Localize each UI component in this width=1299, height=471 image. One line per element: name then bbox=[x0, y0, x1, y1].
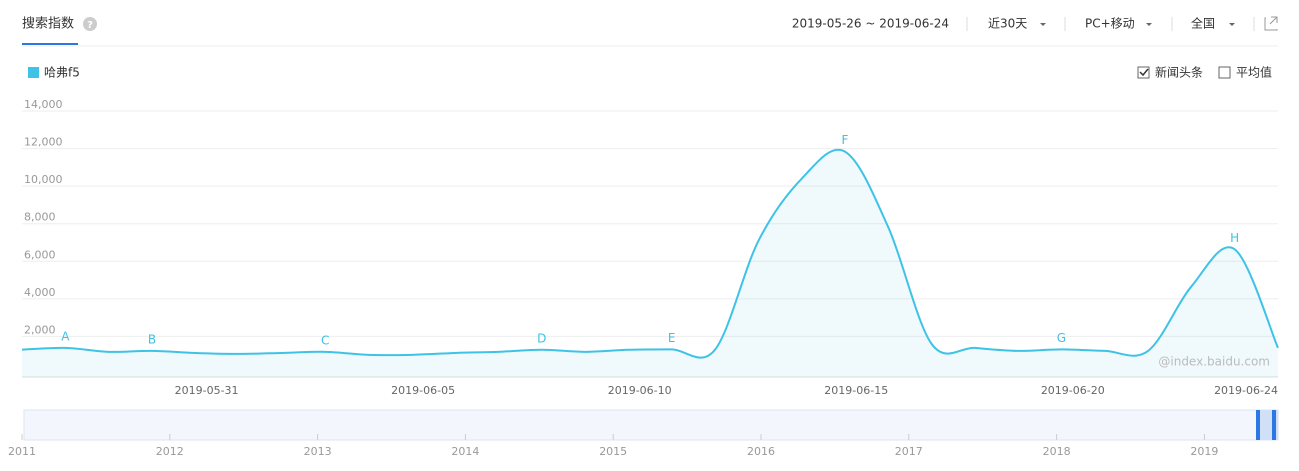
watermark: @index.baidu.com bbox=[1158, 355, 1270, 369]
year-label: 2014 bbox=[451, 445, 479, 458]
year-label: 2018 bbox=[1043, 445, 1071, 458]
region-select[interactable]: 全国 bbox=[1191, 16, 1215, 31]
annotation: A bbox=[61, 329, 70, 343]
y-tick-label: 10,000 bbox=[24, 173, 63, 186]
plot: 2,000 4,000 6,000 8,000 10,000 12,000 14,000 20… bbox=[21, 98, 1279, 397]
legend-swatch bbox=[28, 67, 39, 78]
x-tick-label: 2019-06-10 bbox=[608, 384, 672, 397]
year-label: 2019 bbox=[1190, 445, 1218, 458]
option-label: 平均值 bbox=[1236, 65, 1272, 80]
options: 新闻头条 平均值 bbox=[1137, 65, 1272, 80]
y-tick-label: 2,000 bbox=[24, 323, 56, 336]
year-label: 2013 bbox=[304, 445, 332, 458]
period-select[interactable]: 近30天 bbox=[988, 17, 1027, 31]
legend-label[interactable]: 哈弗f5 bbox=[44, 66, 80, 80]
slider-handle[interactable] bbox=[1256, 410, 1260, 440]
checkbox[interactable] bbox=[1137, 66, 1150, 79]
x-tick-label: 2019-06-20 bbox=[1041, 384, 1105, 397]
date-range[interactable]: 2019-05-26 ~ 2019-06-24 bbox=[792, 17, 949, 31]
tab-underline bbox=[22, 43, 78, 45]
annotation: D bbox=[537, 331, 546, 345]
caret bbox=[1040, 23, 1046, 26]
x-tick-label: 2019-06-24 bbox=[1214, 384, 1278, 397]
y-tick-label: 8,000 bbox=[24, 211, 56, 224]
annotation: H bbox=[1230, 231, 1239, 245]
year-label: 2015 bbox=[599, 445, 627, 458]
caret bbox=[1146, 23, 1152, 26]
year-label: 2011 bbox=[8, 445, 36, 458]
annotation: B bbox=[148, 332, 156, 346]
x-tick-label: 2019-06-05 bbox=[391, 384, 455, 397]
x-tick-label: 2019-05-31 bbox=[175, 384, 239, 397]
y-tick-label: 6,000 bbox=[24, 248, 56, 261]
year-label: 2017 bbox=[895, 445, 923, 458]
annotation: G bbox=[1057, 331, 1066, 345]
y-tick-label: 12,000 bbox=[24, 136, 63, 149]
year-label: 2012 bbox=[156, 445, 184, 458]
area bbox=[22, 149, 1278, 377]
device-select[interactable]: PC+移动 bbox=[1085, 17, 1135, 31]
caret bbox=[1229, 23, 1235, 26]
help-mark: ? bbox=[87, 20, 93, 31]
overview-years: 2011 2012 2013 2014 2015 2016 2017 2018 2019 bbox=[8, 434, 1218, 458]
slider-handle[interactable] bbox=[1272, 410, 1276, 440]
check-mark bbox=[1139, 68, 1149, 77]
tab-title[interactable]: 搜索指数 bbox=[22, 17, 74, 32]
share-icon[interactable] bbox=[1264, 16, 1278, 31]
year-label: 2016 bbox=[747, 445, 775, 458]
x-tick-label: 2019-06-15 bbox=[824, 384, 888, 397]
y-tick-label: 4,000 bbox=[24, 286, 56, 299]
annotation: C bbox=[321, 333, 329, 347]
help-icon[interactable] bbox=[83, 17, 97, 31]
checkbox[interactable] bbox=[1218, 66, 1231, 79]
annotation: E bbox=[668, 331, 676, 345]
overview-slider[interactable] bbox=[23, 409, 1279, 441]
y-tick-label: 14,000 bbox=[24, 98, 63, 111]
option-label: 新闻头条 bbox=[1155, 65, 1203, 80]
line bbox=[21, 148, 1279, 359]
annotation: F bbox=[841, 133, 848, 147]
